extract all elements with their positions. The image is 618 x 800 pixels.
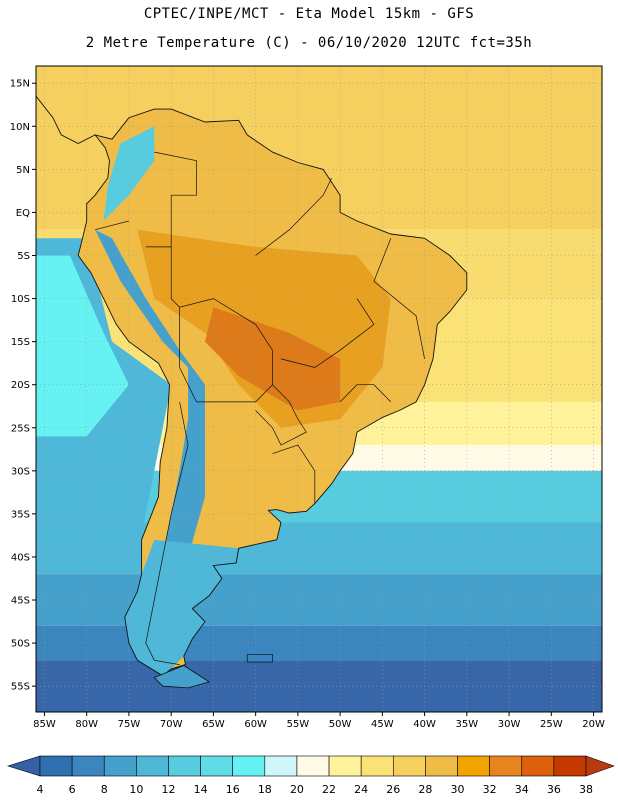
border-line-8 [373,238,425,359]
colorbar-label-4: 12 [161,783,175,796]
colorbar-label-15: 34 [515,783,529,796]
border-line-7 [280,298,375,368]
lat-tick-label-5: 10S [11,294,30,305]
lat-tick-label-2: 5N [16,165,30,176]
temperature-field [36,66,602,712]
north-andes-cool-zone [103,126,155,221]
map-subtitle: 2 Metre Temperature (C) - 06/10/2020 12U… [85,35,533,51]
lat-tick-label-4: 5S [17,251,30,262]
colorbar-swatch-13 [457,755,490,777]
colorbar-label-6: 16 [226,783,240,796]
colorbar-label-17: 38 [579,783,593,796]
lon-tick-label-6: 55W [287,719,310,730]
colorbar-label-3: 10 [129,783,143,796]
colorbar-swatch-11 [392,755,426,777]
lon-tick-label-12: 25W [540,719,563,730]
colorbar-label-14: 32 [483,783,497,796]
axis-ticks: 15N 10N 5N EQ 5S 10S 15S 20S 25S 30S 35S 40S 45S 50S 5… [10,79,605,730]
central-america-coast [36,95,96,145]
pacific-cyan-zone [36,255,129,437]
lon-tick-label-8: 45W [371,719,394,730]
colorbar-label-5: 14 [194,783,208,796]
lat-tick-label-14: 55S [11,682,30,693]
lat-tick-label-11: 40S [11,552,30,563]
coastlines-borders [36,95,468,689]
colorbar-swatch-0 [39,755,73,777]
field-band-9 [36,660,602,712]
colorbar-swatch-10 [360,755,394,777]
colorbar-swatch-14 [489,755,523,777]
lat-tick-label-6: 15S [11,337,30,348]
lat-tick-label-9: 30S [11,466,30,477]
lat-tick-label-1: 10N [10,122,30,133]
border-line-3 [255,384,307,446]
lat-tick-label-13: 50S [11,639,30,650]
colorbar-swatch-6 [232,755,266,777]
lon-tick-label-7: 50W [329,719,352,730]
colorbar-label-11: 26 [386,783,400,796]
colorbar-label-12: 28 [418,783,432,796]
lon-tick-label-10: 35W [456,719,479,730]
colorbar-label-9: 22 [322,783,336,796]
lat-tick-label-3: EQ [16,208,30,219]
colorbar-swatch-12 [425,755,458,777]
border-line-6 [145,401,189,665]
lat-tick-label-10: 35S [11,509,30,520]
colorbar-label-1: 6 [69,783,76,796]
lon-tick-label-11: 30W [498,719,521,730]
tierra-del-fuego [153,665,211,689]
lat-tick-label-0: 15N [10,79,30,90]
map-title: CPTEC/INPE/MCT - Eta Model 15km - GFS [143,6,475,22]
lon-tick-label-2: 75W [118,719,141,730]
colorbar-arrow-high [585,755,615,777]
colorbar-label-10: 24 [354,783,368,796]
border-line-4 [255,177,333,256]
colorbar-arrow-low [6,755,41,777]
lat-tick-label-8: 25S [11,423,30,434]
lon-tick-label-1: 80W [75,719,98,730]
lon-tick-label-9: 40W [413,719,436,730]
colorbar-label-13: 30 [451,783,465,796]
colorbar-label-16: 36 [547,783,561,796]
lon-tick-label-4: 65W [202,719,225,730]
colorbar-swatch-15 [521,755,555,777]
lon-tick-label-5: 60W [244,719,267,730]
colorbar-swatch-4 [168,755,201,777]
border-line-0 [145,151,197,248]
colorbar-swatch-5 [200,755,234,777]
colorbar-swatch-16 [553,755,587,777]
lat-tick-label-7: 20S [11,380,30,391]
colorbar-label-8: 20 [290,783,304,796]
border-line-5 [272,444,316,504]
colorbar-label-2: 8 [101,783,108,796]
border-line-2 [170,246,273,403]
colorbar-label-7: 18 [258,783,272,796]
colorbar-swatch-9 [328,755,362,777]
plot-frame [35,65,603,713]
colorbar-swatch-1 [71,755,105,777]
colorbar: 4 6 8 10 12 14 16 18 20 22 24 26 28 30 32 34 36 38 [6,755,615,796]
falkland-islands [246,653,273,663]
colorbar-swatch-8 [296,755,330,777]
lon-tick-label-3: 70W [160,719,183,730]
colorbar-swatch-3 [136,755,169,777]
lon-tick-label-13: 20W [582,719,605,730]
border-line-9 [339,384,392,403]
colorbar-swatch-2 [103,755,137,777]
lon-tick-label-0: 85W [33,719,56,730]
south-america-coast [77,108,468,677]
patagonia-cool-zone [124,539,239,676]
border-line-1 [95,220,129,231]
colorbar-swatch-7 [264,755,298,777]
colorbar-label-0: 4 [37,783,44,796]
lat-tick-label-12: 45S [11,596,30,607]
